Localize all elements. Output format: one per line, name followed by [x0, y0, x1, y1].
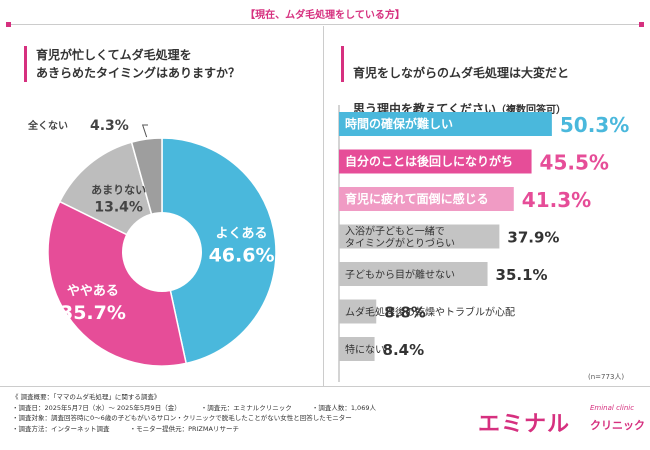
bar-1	[339, 149, 532, 174]
pie-chart: よくある 46.6% ややある 35.7% あまりない 13.4% 全くない 4.3%	[27, 118, 277, 367]
bar-label-6: 特にない	[345, 344, 385, 356]
survey-date: ・調査日：2025年5月7日（水）～ 2025年5月9日（金）	[12, 403, 181, 412]
pie-label-3: 全くない	[27, 119, 68, 132]
bar-0	[339, 112, 552, 136]
header-title: 【現在、ムダ毛処理をしている方】	[245, 10, 405, 21]
bar-label-3: 入浴が子どもと一緒でタイミングがとりづらい	[345, 225, 455, 250]
bar-label-4: 子どもから目が離せない	[345, 268, 455, 281]
bar-value-5: 8.8%	[384, 304, 426, 322]
pie-value-2: 13.4%	[94, 200, 143, 216]
bar-value-4: 35.1%	[496, 266, 548, 284]
top-right-marker	[639, 22, 644, 27]
pie-label-1: ややある	[67, 284, 119, 299]
survey-method: ・調査方法：インターネット調査	[12, 424, 110, 433]
pie-value-1: 35.7%	[60, 302, 126, 324]
survey-count: ・調査人数：1,069人	[311, 403, 376, 412]
sample-size-note: (n=773人)	[588, 373, 625, 381]
right-question-suffix: （複数回答可）	[496, 105, 567, 116]
bar-3	[339, 224, 500, 249]
pie-value-0: 46.6%	[209, 244, 275, 266]
pie-value-3: 4.3%	[90, 118, 129, 134]
bar-label-2: 育児に疲れて面倒に感じる	[345, 191, 489, 206]
bar-chart: 時間の確保が難しい 50.3% 自分のことは後回しになりがち 45.5% 育児に疲れて面…	[338, 105, 629, 382]
left-question-accent	[24, 46, 27, 82]
logo-sub-text: クリニック	[590, 419, 645, 432]
pie-label-0: よくある	[216, 226, 268, 241]
survey-heading: 《 調査概要：「ママのムダ毛処理」に関する調査》	[12, 393, 161, 401]
bar-2	[339, 187, 514, 211]
logo-main-text: エミナル	[478, 412, 571, 437]
bar-5	[339, 299, 377, 324]
bar-label-0: 時間の確保が難しい	[345, 116, 453, 131]
right-question-accent	[341, 46, 344, 82]
bar-value-1: 45.5%	[540, 151, 609, 175]
pie-leader-line	[141, 124, 148, 138]
center-divider	[323, 26, 324, 386]
footer-divider	[0, 386, 650, 387]
bar-label-5: ムダ毛処理後の乾燥やトラブルが心配	[345, 306, 515, 319]
survey-org: ・調査元：エミナルクリニック	[200, 403, 292, 412]
top-left-marker	[6, 22, 11, 27]
bar-value-0: 50.3%	[560, 113, 629, 137]
bar-value-2: 41.3%	[522, 188, 591, 212]
brand-logo: Eminal clinic エミナル クリニック	[478, 404, 645, 444]
pie-hole	[122, 212, 202, 292]
pie-slice-0	[161, 137, 277, 365]
bar-value-3: 37.9%	[507, 229, 559, 247]
right-question-line1: 育児をしながらのムダ毛処理は大変だと	[353, 66, 570, 80]
bar-value-6: 8.4%	[383, 341, 425, 359]
logo-script-text: Eminal clinic	[590, 404, 635, 412]
survey-overview: 《 調査概要：「ママのムダ毛処理」に関する調査》 ・調査日：2025年5月7日（…	[12, 392, 376, 434]
survey-provider: ・モニター提供元：PRIZMAリサーチ	[129, 424, 239, 433]
left-question: 育児が忙しくてムダ毛処理を あきらめたタイミングはありますか？	[36, 48, 241, 80]
bar-label-1: 自分のことは後回しになりがち	[345, 154, 513, 169]
bar-4	[339, 262, 488, 286]
survey-target: ・調査対象：調査回答時に0～6歳の子どもがいるサロン・クリニックで脱毛したことが…	[12, 414, 352, 422]
bar-6	[339, 337, 375, 361]
pie-slice-1	[47, 200, 188, 367]
top-divider	[10, 24, 640, 25]
pie-label-2: あまりない	[91, 184, 146, 197]
